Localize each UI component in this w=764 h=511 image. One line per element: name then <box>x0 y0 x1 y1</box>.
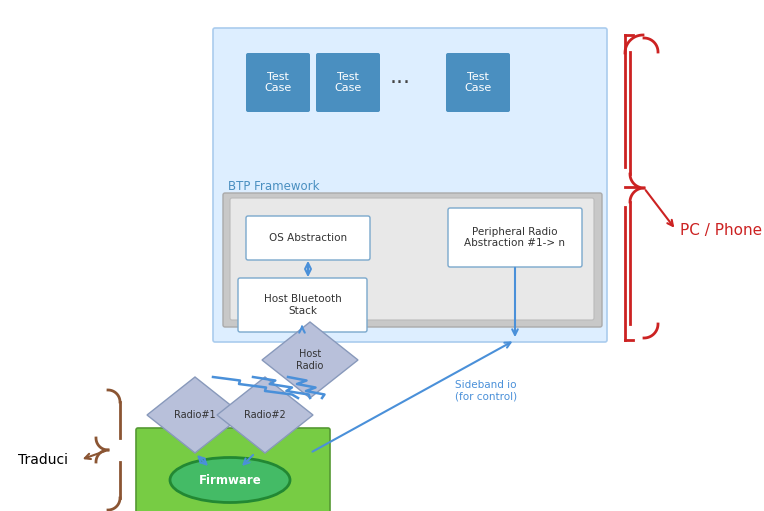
FancyBboxPatch shape <box>230 198 594 320</box>
Text: Traduci: Traduci <box>18 453 68 467</box>
FancyBboxPatch shape <box>246 53 310 112</box>
Text: Sideband io
(for control): Sideband io (for control) <box>455 380 517 402</box>
FancyBboxPatch shape <box>238 278 367 332</box>
Polygon shape <box>147 377 243 453</box>
Text: Test
Case: Test Case <box>264 72 292 94</box>
Text: Test
Case: Test Case <box>335 72 361 94</box>
Text: Host Bluetooth
Stack: Host Bluetooth Stack <box>264 294 342 316</box>
Text: PC / Phone: PC / Phone <box>680 222 762 238</box>
Text: Radio#2: Radio#2 <box>244 410 286 420</box>
FancyBboxPatch shape <box>136 428 330 511</box>
Text: Firmware: Firmware <box>199 474 261 486</box>
FancyBboxPatch shape <box>448 208 582 267</box>
Ellipse shape <box>170 457 290 502</box>
Text: Test
Case: Test Case <box>465 72 491 94</box>
Text: Radio#1: Radio#1 <box>174 410 215 420</box>
FancyBboxPatch shape <box>246 216 370 260</box>
Text: BTP Framework: BTP Framework <box>228 180 319 193</box>
Text: Host
Radio: Host Radio <box>296 349 324 371</box>
Polygon shape <box>217 377 313 453</box>
FancyBboxPatch shape <box>446 53 510 112</box>
FancyBboxPatch shape <box>316 53 380 112</box>
Text: OS Abstraction: OS Abstraction <box>269 233 347 243</box>
Text: ···: ··· <box>390 73 410 93</box>
FancyBboxPatch shape <box>223 193 602 327</box>
Polygon shape <box>262 322 358 398</box>
Text: Peripheral Radio
Abstraction #1-> n: Peripheral Radio Abstraction #1-> n <box>465 227 565 248</box>
FancyBboxPatch shape <box>213 28 607 342</box>
